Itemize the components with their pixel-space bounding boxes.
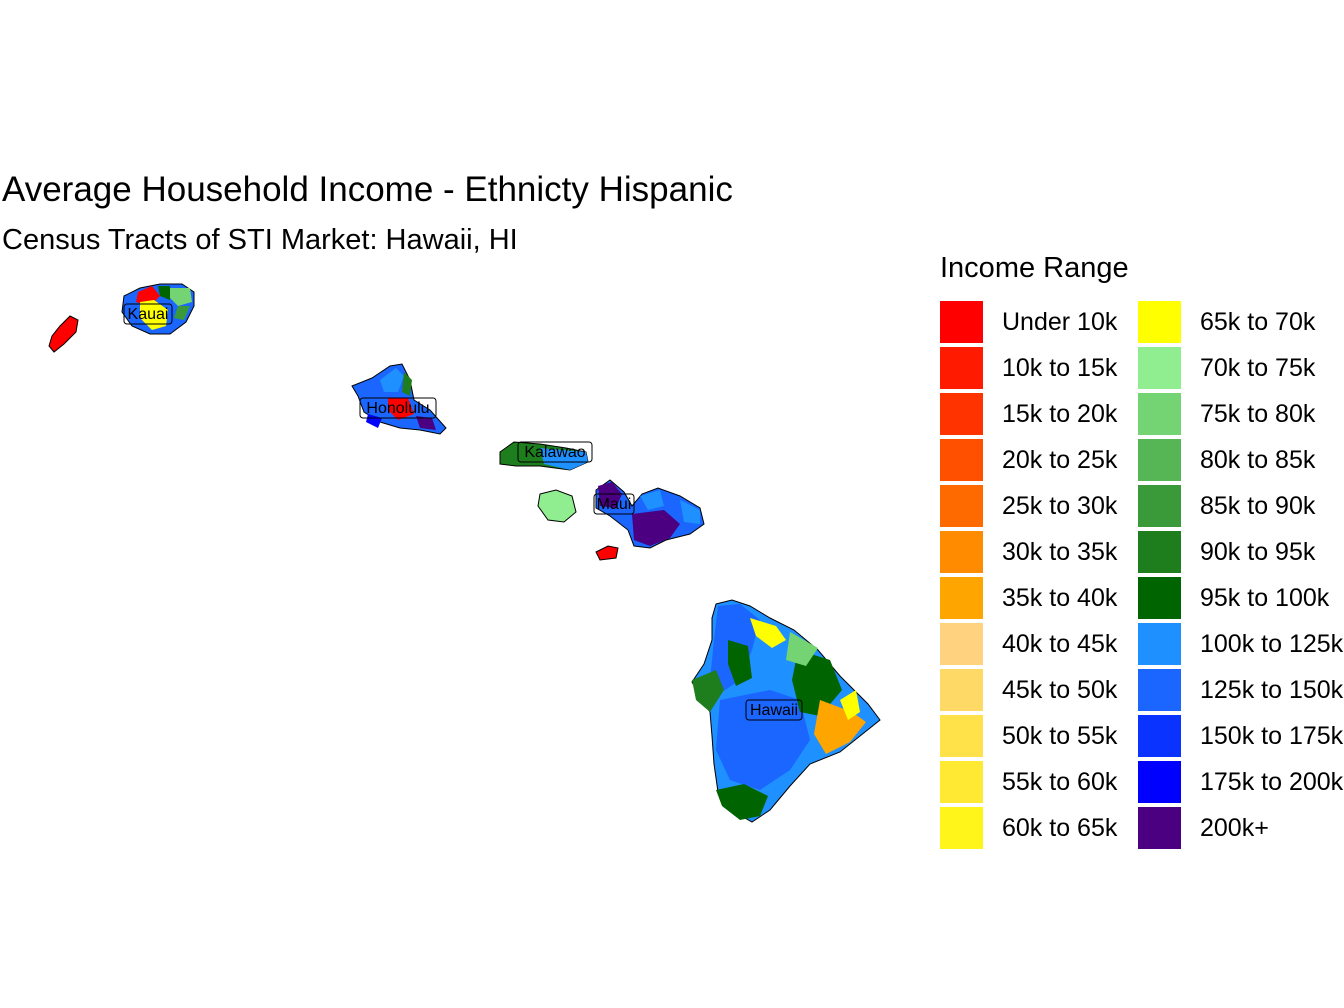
legend: Income Range Under 10k 10k to 15k 15k to 2… xyxy=(940,252,1344,862)
legend-title: Income Range xyxy=(940,252,1129,284)
svg-text:Kauai: Kauai xyxy=(128,306,169,323)
legend-swatch xyxy=(940,623,983,665)
legend-swatch xyxy=(940,807,983,849)
legend-label: 100k to 125k xyxy=(1200,630,1344,658)
legend-swatch xyxy=(1138,301,1181,343)
legend-label: 40k to 45k xyxy=(1002,630,1118,658)
legend-swatch xyxy=(1138,715,1181,757)
svg-text:Hawaii: Hawaii xyxy=(750,702,798,719)
legend-swatch xyxy=(940,577,983,619)
legend-swatch xyxy=(1138,623,1181,665)
legend-label: 30k to 35k xyxy=(1002,538,1118,566)
chart-title: Average Household Income - Ethnicty Hisp… xyxy=(2,170,733,209)
legend-label: 85k to 90k xyxy=(1200,492,1316,520)
legend-label: 90k to 95k xyxy=(1200,538,1316,566)
legend-swatch xyxy=(1138,439,1181,481)
legend-label: 10k to 15k xyxy=(1002,354,1118,382)
label-kauai: Kauai xyxy=(123,303,173,325)
legend-swatch xyxy=(940,439,983,481)
legend-label: 55k to 60k xyxy=(1002,768,1118,796)
island-lanai xyxy=(537,489,577,523)
island-hawaii xyxy=(691,599,881,823)
island-oahu xyxy=(351,363,447,435)
label-honolulu: Honolulu xyxy=(359,397,437,419)
legend-label: 50k to 55k xyxy=(1002,722,1118,750)
legend-label: 175k to 200k xyxy=(1200,768,1344,796)
legend-swatch xyxy=(1138,807,1181,849)
island-niihau xyxy=(48,315,79,353)
legend-swatch xyxy=(940,531,983,573)
legend-label: 150k to 175k xyxy=(1200,722,1344,750)
legend-label: 25k to 30k xyxy=(1002,492,1118,520)
legend-label: 35k to 40k xyxy=(1002,584,1118,612)
island-kahoolawe xyxy=(595,545,619,561)
label-maui: Maui xyxy=(593,493,635,515)
svg-text:Maui: Maui xyxy=(597,496,632,513)
legend-swatch xyxy=(1138,669,1181,711)
legend-swatch xyxy=(940,715,983,757)
legend-swatch xyxy=(940,761,983,803)
legend-label: Under 10k xyxy=(1002,308,1118,336)
legend-label: 80k to 85k xyxy=(1200,446,1316,474)
island-kauai xyxy=(121,283,195,335)
legend-swatch xyxy=(1138,393,1181,435)
legend-label: 95k to 100k xyxy=(1200,584,1330,612)
label-kalawao: Kalawao xyxy=(517,441,593,463)
legend-swatch xyxy=(1138,761,1181,803)
svg-text:Kalawao: Kalawao xyxy=(524,444,585,461)
legend-swatch xyxy=(940,393,983,435)
legend-swatch xyxy=(940,301,983,343)
chart-subtitle: Census Tracts of STI Market: Hawaii, HI xyxy=(2,224,518,256)
legend-label: 60k to 65k xyxy=(1002,814,1118,842)
legend-swatch xyxy=(1138,577,1181,619)
island-maui xyxy=(595,479,705,549)
svg-text:Honolulu: Honolulu xyxy=(366,400,429,417)
legend-swatch xyxy=(1138,347,1181,389)
legend-label: 65k to 70k xyxy=(1200,308,1316,336)
legend-label: 15k to 20k xyxy=(1002,400,1118,428)
legend-label: 20k to 25k xyxy=(1002,446,1118,474)
legend-label: 70k to 75k xyxy=(1200,354,1316,382)
legend-label: 75k to 80k xyxy=(1200,400,1316,428)
legend-swatch xyxy=(940,485,983,527)
hawaii-map: Kauai Honolulu Kalawao Maui Hawaii xyxy=(48,283,881,823)
legend-label: 125k to 150k xyxy=(1200,676,1344,704)
legend-swatch xyxy=(1138,531,1181,573)
legend-swatch xyxy=(940,669,983,711)
legend-label: 45k to 50k xyxy=(1002,676,1118,704)
legend-swatch xyxy=(1138,485,1181,527)
legend-label: 200k+ xyxy=(1200,814,1269,842)
label-hawaii: Hawaii xyxy=(745,699,803,721)
legend-swatch xyxy=(940,347,983,389)
